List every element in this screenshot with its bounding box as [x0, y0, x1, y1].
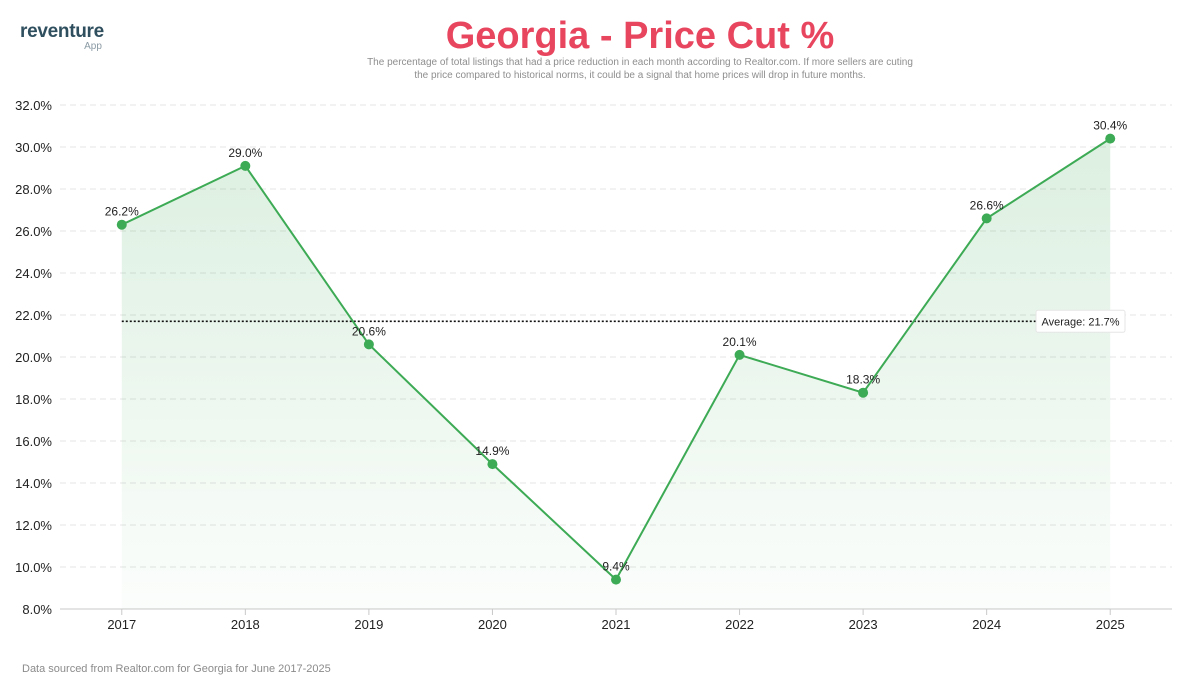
y-tick-label: 28.0%: [15, 182, 52, 197]
data-point: [981, 213, 992, 224]
data-point: [240, 160, 251, 171]
data-label: 26.2%: [105, 205, 139, 219]
data-label: 30.4%: [1093, 119, 1127, 133]
data-point: [363, 339, 374, 350]
series-area: [121, 138, 1111, 609]
y-tick-label: 18.0%: [15, 392, 52, 407]
y-tick-label: 32.0%: [15, 98, 52, 113]
data-point: [116, 219, 127, 230]
average-label: Average: 21.7%: [1041, 316, 1119, 328]
data-point: [487, 459, 498, 470]
data-point: [1105, 133, 1116, 144]
data-point: [734, 349, 745, 360]
x-tick-label: 2023: [849, 617, 878, 632]
data-label: 26.6%: [970, 198, 1004, 212]
source-note: Data sourced from Realtor.com for Georgi…: [22, 663, 331, 675]
y-tick-label: 24.0%: [15, 266, 52, 281]
data-point: [858, 387, 869, 398]
data-label: 20.6%: [352, 324, 386, 338]
x-tick-label: 2024: [972, 617, 1001, 632]
chart-title: Georgia - Price Cut %: [445, 15, 835, 57]
brand-sub: App: [84, 41, 102, 52]
y-tick-label: 10.0%: [15, 560, 52, 575]
data-label: 18.3%: [846, 373, 880, 387]
brand-name: reventure: [20, 21, 104, 42]
chart-subtitle: The percentage of total listings that ha…: [367, 57, 913, 81]
y-tick-label: 30.0%: [15, 140, 52, 155]
x-tick-label: 2020: [478, 617, 507, 632]
x-tick-label: 2025: [1096, 617, 1125, 632]
y-tick-label: 22.0%: [15, 308, 52, 323]
y-tick-label: 26.0%: [15, 224, 52, 239]
data-label: 29.0%: [228, 146, 262, 160]
y-tick-label: 8.0%: [22, 602, 52, 617]
data-point: [611, 574, 621, 585]
y-tick-label: 14.0%: [15, 476, 52, 491]
data-label: 20.1%: [723, 335, 757, 349]
x-tick-label: 2017: [107, 617, 136, 632]
x-tick-label: 2019: [354, 617, 383, 632]
x-tick-label: 2018: [231, 617, 260, 632]
y-tick-label: 12.0%: [15, 518, 52, 533]
y-tick-label: 20.0%: [15, 350, 52, 365]
data-label: 9.4%: [602, 560, 630, 574]
brand-logo: reventure App: [20, 22, 104, 52]
x-tick-label: 2022: [725, 617, 754, 632]
x-tick-label: 2021: [602, 617, 631, 632]
y-tick-label: 16.0%: [15, 434, 52, 449]
average-label-box: [1035, 309, 1126, 333]
data-label: 14.9%: [475, 444, 509, 458]
